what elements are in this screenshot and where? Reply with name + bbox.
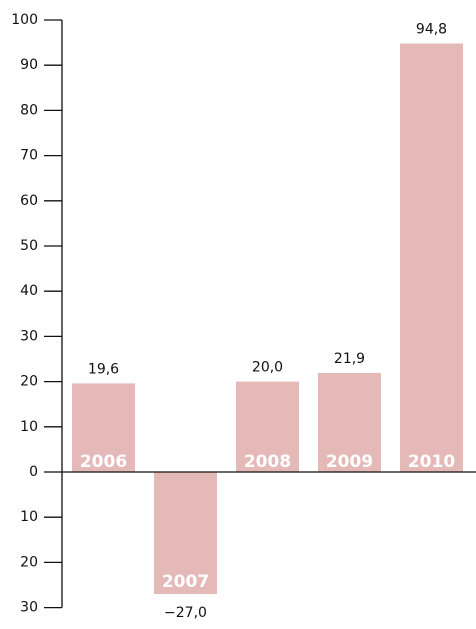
category-label: 2008 — [244, 452, 291, 472]
value-label: 21,9 — [334, 351, 365, 367]
category-label: 2006 — [80, 452, 127, 472]
y-tick-label: 20 — [20, 554, 38, 570]
chart: 100908070605040302010010203019,62006−27,… — [0, 0, 476, 629]
bar — [400, 44, 463, 472]
category-label: 2010 — [408, 452, 455, 472]
value-label: 94,8 — [416, 22, 447, 38]
category-label: 2009 — [326, 452, 373, 472]
y-tick-label: 30 — [20, 328, 38, 344]
y-tick-label: 10 — [20, 419, 38, 435]
value-label: 19,6 — [88, 361, 119, 377]
y-tick-label: 60 — [20, 193, 38, 209]
y-tick-label: 90 — [20, 57, 38, 73]
y-tick-label: 30 — [20, 600, 38, 616]
y-tick-label: 20 — [20, 374, 38, 390]
y-tick-label: 10 — [20, 509, 38, 525]
category-label: 2007 — [162, 572, 209, 592]
y-tick-label: 50 — [20, 238, 38, 254]
y-tick-label: 0 — [29, 464, 38, 480]
y-tick-label: 80 — [20, 102, 38, 118]
y-tick-label: 100 — [11, 12, 38, 28]
y-tick-label: 70 — [20, 148, 38, 164]
value-label: 20,0 — [252, 360, 283, 376]
value-label: −27,0 — [164, 605, 207, 621]
y-tick-label: 40 — [20, 283, 38, 299]
